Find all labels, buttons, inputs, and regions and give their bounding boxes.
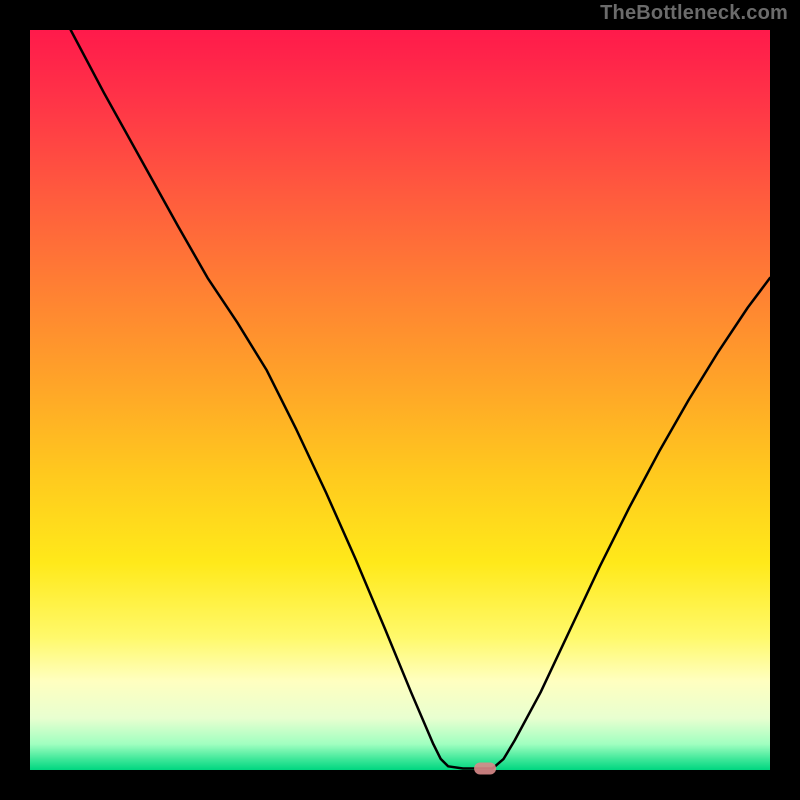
optimal-marker bbox=[474, 763, 496, 775]
chart-container: TheBottleneck.com bbox=[0, 0, 800, 800]
bottleneck-chart bbox=[0, 0, 800, 800]
gradient-background bbox=[30, 30, 770, 770]
attribution-label: TheBottleneck.com bbox=[600, 2, 788, 25]
